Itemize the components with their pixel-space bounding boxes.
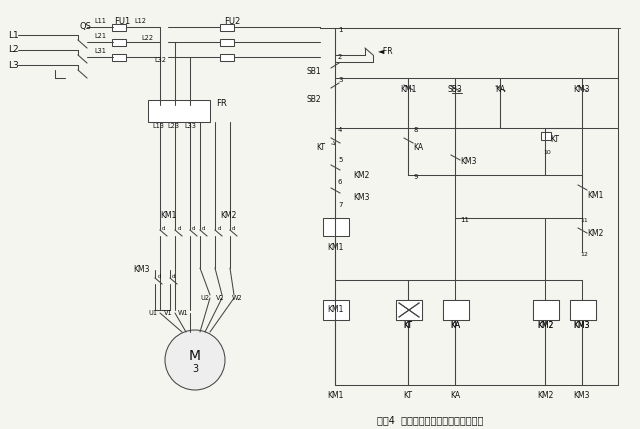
Text: KT: KT	[403, 320, 413, 329]
Bar	[323, 300, 349, 320]
Bar	[220, 24, 234, 31]
Text: SB1: SB1	[307, 67, 321, 76]
Bar	[148, 100, 210, 122]
Text: KA: KA	[450, 390, 460, 399]
Text: 11: 11	[460, 217, 469, 223]
Text: KM3: KM3	[573, 320, 590, 329]
Text: KA: KA	[450, 320, 460, 329]
Bar	[323, 218, 349, 236]
Text: KT: KT	[403, 320, 413, 329]
Text: SB3: SB3	[447, 85, 462, 94]
Text: KM3: KM3	[573, 85, 590, 94]
Bar	[533, 300, 559, 320]
Text: U1: U1	[148, 310, 157, 316]
Text: KM2: KM2	[537, 320, 553, 329]
Bar	[570, 300, 596, 320]
Text: KM2: KM2	[220, 211, 236, 220]
Text: KM2: KM2	[537, 390, 553, 399]
Text: L23: L23	[167, 123, 179, 129]
Text: FR: FR	[216, 99, 227, 108]
Text: KM1: KM1	[327, 390, 343, 399]
Text: L32: L32	[154, 57, 166, 63]
Text: KA: KA	[413, 143, 423, 152]
Text: KA: KA	[450, 320, 460, 329]
Text: L3: L3	[8, 60, 19, 69]
Text: L12: L12	[134, 18, 146, 24]
Text: L33: L33	[184, 123, 196, 129]
Text: 7: 7	[338, 202, 342, 208]
Text: L11: L11	[94, 18, 106, 24]
Text: L1: L1	[8, 30, 19, 39]
Bar	[396, 300, 422, 320]
Text: d: d	[217, 226, 221, 230]
Text: V1: V1	[164, 310, 172, 316]
Bar	[112, 24, 126, 31]
Text: KT: KT	[316, 143, 325, 152]
Text: d: d	[172, 274, 176, 278]
Text: KM3: KM3	[134, 266, 150, 275]
Text: KT: KT	[403, 390, 413, 399]
Text: KM1: KM1	[327, 305, 343, 314]
Bar	[570, 300, 596, 320]
Text: d: d	[163, 226, 166, 230]
Text: d: d	[232, 226, 236, 230]
Text: L2: L2	[8, 45, 19, 54]
Text: d: d	[177, 226, 180, 230]
Text: 10: 10	[543, 149, 551, 154]
Text: 1: 1	[338, 27, 342, 33]
Bar	[220, 39, 234, 46]
Text: KM3: KM3	[573, 390, 590, 399]
Text: SB2: SB2	[307, 96, 321, 105]
Text: W1: W1	[178, 310, 188, 316]
Text: d: d	[192, 226, 196, 230]
Text: KM2: KM2	[353, 170, 369, 179]
Text: KM1: KM1	[327, 244, 343, 253]
Text: L31: L31	[94, 48, 106, 54]
Text: KM1: KM1	[400, 85, 416, 94]
Bar	[533, 300, 559, 320]
Bar	[112, 54, 126, 61]
Text: KM1: KM1	[160, 211, 176, 220]
Text: 6: 6	[338, 179, 342, 185]
Text: 12: 12	[580, 251, 588, 257]
Text: KM3: KM3	[573, 320, 590, 329]
Text: U2: U2	[200, 295, 209, 301]
Text: d: d	[202, 226, 205, 230]
Text: KM1: KM1	[587, 190, 604, 199]
Circle shape	[165, 330, 225, 390]
Text: KM3: KM3	[460, 157, 477, 166]
Text: KA: KA	[495, 85, 505, 94]
Text: KM2: KM2	[537, 320, 553, 329]
Text: d: d	[157, 274, 161, 278]
Text: FU2: FU2	[224, 18, 240, 27]
Text: L22: L22	[141, 35, 153, 41]
Text: W2: W2	[232, 295, 243, 301]
Text: 4: 4	[338, 127, 342, 133]
Text: 3: 3	[338, 77, 342, 83]
Bar	[396, 300, 422, 320]
Bar	[443, 300, 469, 320]
Bar	[112, 39, 126, 46]
Text: 附图4  时间继电器控制双速电机线路图: 附图4 时间继电器控制双速电机线路图	[377, 415, 483, 425]
Bar	[541, 132, 551, 140]
Text: 11: 11	[580, 218, 588, 223]
Text: 2: 2	[338, 54, 342, 60]
Text: KT: KT	[550, 136, 559, 145]
Text: FU1: FU1	[114, 18, 130, 27]
Text: V2: V2	[216, 295, 225, 301]
Text: 3: 3	[192, 364, 198, 374]
Text: L13: L13	[152, 123, 164, 129]
Text: L21: L21	[94, 33, 106, 39]
Text: 8: 8	[413, 127, 417, 133]
Text: 9: 9	[413, 174, 417, 180]
Text: M: M	[189, 349, 201, 363]
Text: KM2: KM2	[587, 229, 604, 238]
Bar	[220, 54, 234, 61]
Text: QS: QS	[80, 21, 92, 30]
Bar	[443, 300, 469, 320]
Text: 5: 5	[338, 157, 342, 163]
Text: KM3: KM3	[353, 193, 369, 202]
Text: ◄FR: ◄FR	[378, 46, 394, 55]
